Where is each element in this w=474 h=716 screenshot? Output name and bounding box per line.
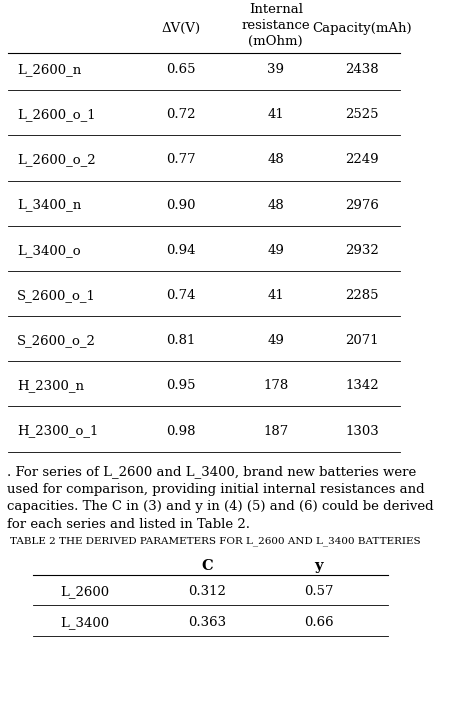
Text: L_2600: L_2600 (60, 585, 109, 598)
Text: Internal
resistance
(mOhm): Internal resistance (mOhm) (241, 3, 310, 48)
Text: 1303: 1303 (345, 425, 379, 437)
Text: 0.81: 0.81 (166, 334, 196, 347)
Text: 48: 48 (267, 198, 284, 211)
Text: 2285: 2285 (345, 289, 379, 302)
Text: 0.312: 0.312 (188, 585, 226, 598)
Text: 2438: 2438 (345, 63, 379, 76)
Text: 49: 49 (267, 243, 284, 257)
Text: 2932: 2932 (345, 243, 379, 257)
Text: 2071: 2071 (345, 334, 379, 347)
Text: L_3400_n: L_3400_n (17, 198, 82, 211)
Text: 0.90: 0.90 (166, 198, 196, 211)
Text: 2525: 2525 (345, 108, 379, 121)
Text: 187: 187 (263, 425, 288, 437)
Text: S_2600_o_1: S_2600_o_1 (17, 289, 96, 302)
Text: 178: 178 (263, 379, 288, 392)
Text: L_2600_n: L_2600_n (17, 63, 82, 76)
Text: L_3400_o: L_3400_o (17, 243, 81, 257)
Text: 0.95: 0.95 (166, 379, 196, 392)
Text: H_2300_o_1: H_2300_o_1 (17, 425, 99, 437)
Text: 1342: 1342 (345, 379, 379, 392)
Text: 41: 41 (267, 108, 284, 121)
Text: 0.74: 0.74 (166, 289, 196, 302)
Text: . For series of L_2600 and L_3400, brand new batteries were
used for comparison,: . For series of L_2600 and L_3400, brand… (7, 465, 434, 531)
Text: 0.66: 0.66 (304, 616, 334, 629)
Text: 48: 48 (267, 153, 284, 166)
Text: y: y (315, 558, 323, 573)
Text: 2976: 2976 (345, 198, 379, 211)
Text: 2249: 2249 (345, 153, 379, 166)
Text: 41: 41 (267, 289, 284, 302)
Text: 0.72: 0.72 (166, 108, 196, 121)
Text: C: C (201, 558, 213, 573)
Text: 0.363: 0.363 (188, 616, 226, 629)
Text: L_3400: L_3400 (60, 616, 109, 629)
Text: 39: 39 (267, 63, 284, 76)
Text: 0.57: 0.57 (304, 585, 334, 598)
Text: S_2600_o_2: S_2600_o_2 (17, 334, 96, 347)
Text: 49: 49 (267, 334, 284, 347)
Text: L_2600_o_1: L_2600_o_1 (17, 108, 96, 121)
Text: TABLE 2 THE DERIVED PARAMETERS FOR L_2600 AND L_3400 BATTERIES: TABLE 2 THE DERIVED PARAMETERS FOR L_260… (10, 536, 421, 546)
Text: H_2300_n: H_2300_n (17, 379, 84, 392)
Text: 0.94: 0.94 (166, 243, 196, 257)
Text: 0.65: 0.65 (166, 63, 196, 76)
Text: ΔV(V): ΔV(V) (162, 21, 201, 34)
Text: 0.98: 0.98 (166, 425, 196, 437)
Text: Capacity(mAh): Capacity(mAh) (312, 21, 412, 34)
Text: L_2600_o_2: L_2600_o_2 (17, 153, 96, 166)
Text: 0.77: 0.77 (166, 153, 196, 166)
